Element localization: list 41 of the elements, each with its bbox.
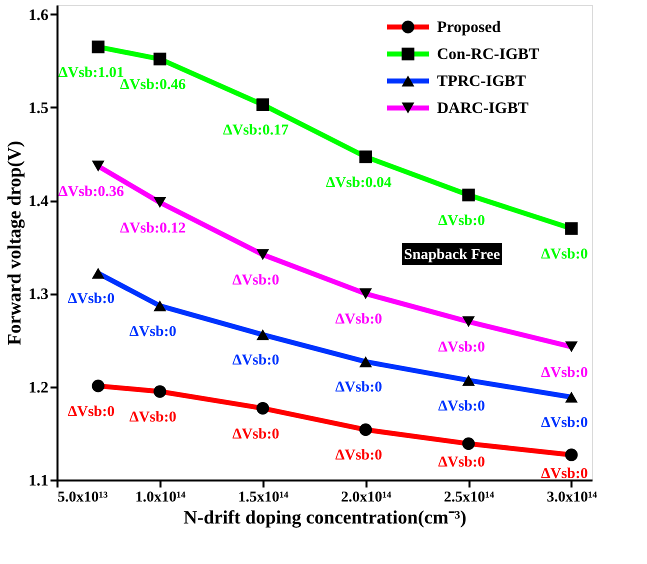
y-tick-label: 1.2 [28,379,48,396]
annotation: ΔVsb:0.04 [326,174,392,191]
annotation: ΔVsb:0 [438,454,485,471]
annotation: ΔVsb:0 [540,415,588,432]
x-tick-label: 2.0x10¹⁴ [341,490,392,506]
annotation: Snapback Free [404,247,500,263]
x-tick-label: 5.0x10¹³ [58,490,108,506]
x-tick-label: 2.5x10¹⁴ [444,490,495,506]
annotation: ΔVsb:0 [68,291,115,308]
y-tick-label: 1.4 [28,193,48,210]
annotation: ΔVsb:0 [438,340,485,356]
x-tick-label: 1.5x10¹⁴ [238,490,289,506]
annotation: ΔVsb:0 [129,410,176,426]
y-tick-label: 1.5 [28,100,48,117]
x-axis-title: N-drift doping concentration(cm⁻³) [184,508,466,528]
legend-label: Proposed [437,19,501,36]
annotation: ΔVsb:0 [540,246,588,263]
annotation: ΔVsb:0.12 [120,220,186,236]
y-tick-label: 1.3 [28,286,48,304]
legend-label: DARC-IGBT [437,100,529,117]
annotation: ΔVsb:0 [438,398,485,414]
annotation: ΔVsb:0 [129,324,176,340]
annotation: ΔVsb:0 [438,213,485,229]
annotation: ΔVsb:0 [232,426,280,442]
legend-label: Con-RC-IGBT [437,46,540,63]
annotation: ΔVsb:0.36 [58,184,124,200]
y-axis-title: Forward voltage drop(V) [4,140,26,346]
legend-label: TPRC-IGBT [437,73,526,90]
annotation: ΔVsb:0 [540,364,588,381]
y-tick-label: 1.6 [28,6,48,24]
y-tick-label: 1.1 [28,472,48,490]
annotation: ΔVsb:0 [335,448,382,464]
x-tick-label: 1.0x10¹⁴ [135,490,186,506]
annotation: ΔVsb:0 [540,466,588,482]
annotation: ΔVsb:0 [232,272,280,289]
annotation: ΔVsb:0 [68,404,115,420]
annotation: ΔVsb:0 [232,352,280,369]
x-tick-label: 3.0x10¹⁴ [546,490,598,506]
annotation: ΔVsb:0 [335,312,382,328]
annotation: ΔVsb:0 [335,380,382,396]
annotation: ΔVsb:0.17 [222,122,290,139]
